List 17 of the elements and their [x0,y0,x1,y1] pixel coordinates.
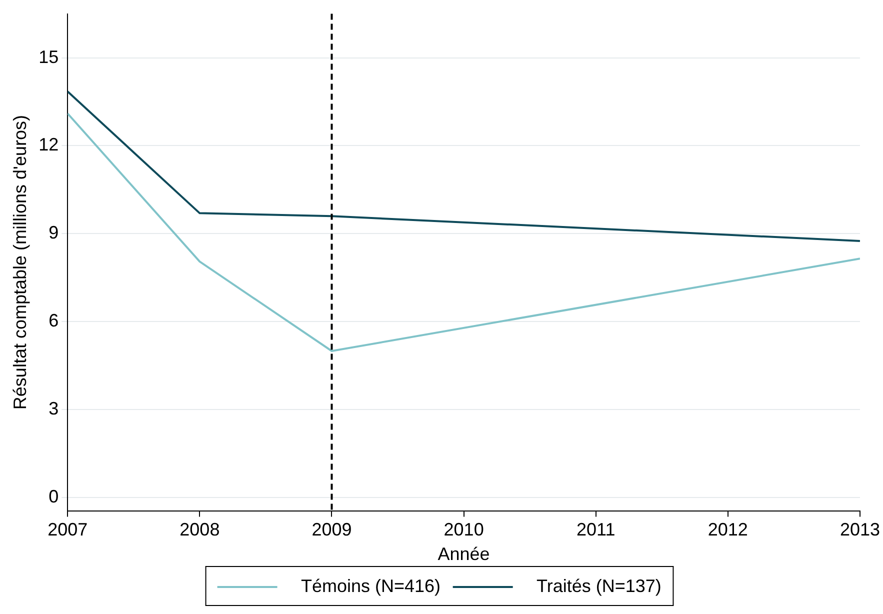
y-axis-title: Résultat comptable (millions d'euros) [10,115,30,410]
x-tick-label: 2007 [48,520,88,540]
x-axis-title: Année [438,544,490,564]
legend-label: Traités (N=137) [522,576,662,596]
x-tick-label: 2011 [576,520,616,540]
x-tick-label: 2010 [444,520,484,540]
y-tick-label: 9 [48,222,59,243]
x-tick-label: 2012 [708,520,748,540]
y-tick-label: 12 [38,134,59,155]
y-tick-label: 15 [38,46,59,67]
y-tick-label: 3 [48,398,59,419]
x-tick-label: 2013 [840,520,880,540]
x-tick-label: 2008 [180,520,220,540]
x-tick-label: 2009 [312,520,352,540]
y-tick-label: 6 [48,310,59,331]
legend-label: Témoins (N=416) [286,576,441,596]
y-tick-label: 0 [48,486,59,507]
